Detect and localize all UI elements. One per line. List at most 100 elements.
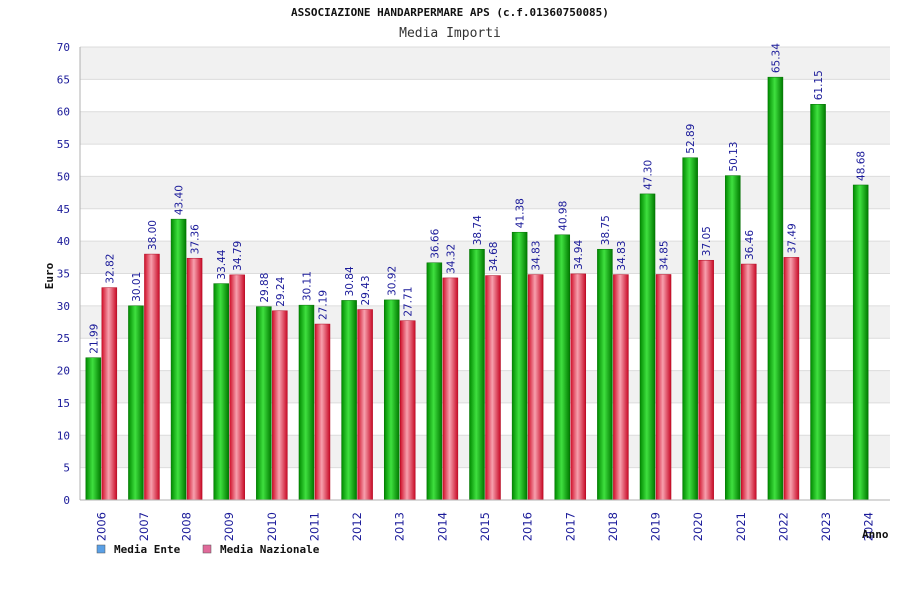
bar-media-ente-2022 xyxy=(767,76,784,501)
bar-media-ente-2023 xyxy=(810,104,826,501)
data-label: 37.36 xyxy=(190,224,202,254)
data-label: 36.46 xyxy=(744,230,756,260)
value-labels: 21.99 32.82 30.01 38.00 43.40 37.36 33.44 34.79… xyxy=(88,43,867,354)
x-tick-label: 2013 xyxy=(393,512,407,541)
legend-label-media-ente: Media Ente xyxy=(114,543,181,556)
x-tick-label: 2024 xyxy=(862,512,876,541)
data-label: 33.44 xyxy=(216,249,228,279)
chart-subtitle: Media Importi xyxy=(399,26,501,41)
legend-label-media-nazionale: Media Nazionale xyxy=(220,543,320,556)
x-tick-label: 2019 xyxy=(649,512,663,541)
y-tick-label: 60 xyxy=(57,106,70,119)
bar-media-ente-2011 xyxy=(298,304,315,501)
y-tick-label: 5 xyxy=(63,462,70,475)
data-label: 34.83 xyxy=(616,241,628,271)
x-tick-label: 2007 xyxy=(137,512,151,541)
bar-media-ente-2014 xyxy=(426,262,443,501)
data-label: 37.05 xyxy=(701,226,713,256)
x-tick-label: 2010 xyxy=(265,512,279,541)
plot-band xyxy=(80,79,890,112)
bar-media-nazionale-2020 xyxy=(698,259,714,501)
data-label: 38.74 xyxy=(472,215,484,245)
plot-band xyxy=(80,176,890,209)
bar-media-nazionale-2011 xyxy=(314,323,331,501)
x-tick-label: 2009 xyxy=(222,512,236,541)
data-label: 50.13 xyxy=(728,142,740,172)
y-tick-label: 70 xyxy=(57,41,70,54)
bar-media-nazionale-2013 xyxy=(399,320,416,501)
data-label: 30.01 xyxy=(131,272,143,302)
y-tick-label: 65 xyxy=(57,73,70,86)
data-label: 48.68 xyxy=(856,151,868,181)
axes: 0 5 10 15 20 25 30 35 40 45 50 55 60 65 70 2006 2007 2008… xyxy=(57,41,890,541)
bar-media-nazionale-2010 xyxy=(272,310,288,501)
data-label: 21.99 xyxy=(88,324,100,354)
y-axis-label: Euro xyxy=(43,262,56,289)
y-tick-label: 20 xyxy=(57,365,70,378)
x-tick-label: 2015 xyxy=(478,512,492,541)
data-label: 34.85 xyxy=(659,240,671,270)
data-label: 47.30 xyxy=(643,160,655,190)
bar-media-nazionale-2017 xyxy=(570,273,587,501)
data-label: 40.98 xyxy=(557,201,569,231)
data-label: 30.92 xyxy=(387,266,399,296)
x-tick-label: 2012 xyxy=(350,512,364,541)
plot-band xyxy=(80,47,890,80)
data-label: 29.88 xyxy=(259,273,271,303)
y-tick-label: 15 xyxy=(57,397,70,410)
bar-media-nazionale-2016 xyxy=(527,274,544,501)
data-label: 29.24 xyxy=(275,276,287,306)
x-tick-label: 2014 xyxy=(435,512,449,541)
data-label: 65.34 xyxy=(770,43,782,73)
y-tick-label: 10 xyxy=(57,429,70,442)
bar-media-ente-2006 xyxy=(85,357,102,501)
bar-media-nazionale-2018 xyxy=(613,274,629,501)
y-tick-label: 0 xyxy=(63,494,70,507)
x-tick-label: 2011 xyxy=(307,512,321,541)
bar-media-ente-2024 xyxy=(852,184,869,501)
data-label: 27.19 xyxy=(317,290,329,320)
data-label: 38.75 xyxy=(600,215,612,245)
bar-media-ente-2020 xyxy=(682,157,698,501)
legend-swatch-media-nazionale xyxy=(202,544,212,554)
x-tick-label: 2022 xyxy=(776,512,790,541)
legend-swatch-media-ente xyxy=(96,544,106,554)
data-label: 61.15 xyxy=(813,70,825,100)
data-label: 41.38 xyxy=(515,198,527,228)
bar-media-ente-2016 xyxy=(511,231,528,501)
data-label: 29.43 xyxy=(360,275,372,305)
bar-media-nazionale-2012 xyxy=(357,309,373,501)
bar-media-nazionale-2015 xyxy=(485,275,501,501)
y-tick-label: 45 xyxy=(57,203,70,216)
x-tick-label: 2016 xyxy=(521,512,535,541)
y-tick-label: 40 xyxy=(57,235,70,248)
bar-media-ente-2012 xyxy=(341,300,357,501)
bar-media-ente-2013 xyxy=(383,299,400,501)
bar-media-nazionale-2022 xyxy=(783,257,800,501)
y-tick-label: 25 xyxy=(57,332,70,345)
data-label: 32.82 xyxy=(104,254,116,284)
plot-band xyxy=(80,111,890,145)
bar-media-nazionale-2009 xyxy=(229,274,245,501)
x-tick-label: 2018 xyxy=(606,512,620,541)
bar-media-ente-2021 xyxy=(725,175,741,501)
bar-media-ente-2015 xyxy=(469,249,485,501)
bar-media-nazionale-2019 xyxy=(655,274,672,501)
data-label: 30.11 xyxy=(301,271,313,301)
y-tick-label: 30 xyxy=(57,300,70,313)
data-label: 38.00 xyxy=(147,220,159,250)
bar-media-nazionale-2006 xyxy=(101,287,118,501)
x-tick-label: 2006 xyxy=(94,512,108,541)
x-axis-label: Anno xyxy=(862,528,889,541)
data-label: 34.79 xyxy=(232,241,244,271)
x-tick-label: 2021 xyxy=(734,512,748,541)
data-label: 34.83 xyxy=(531,241,543,271)
bar-media-ente-2018 xyxy=(597,248,613,501)
bar-media-ente-2019 xyxy=(639,193,656,501)
bar-media-ente-2010 xyxy=(256,306,272,501)
bar-media-nazionale-2008 xyxy=(186,257,203,501)
y-tick-label: 55 xyxy=(57,138,70,151)
data-label: 34.32 xyxy=(445,244,457,274)
